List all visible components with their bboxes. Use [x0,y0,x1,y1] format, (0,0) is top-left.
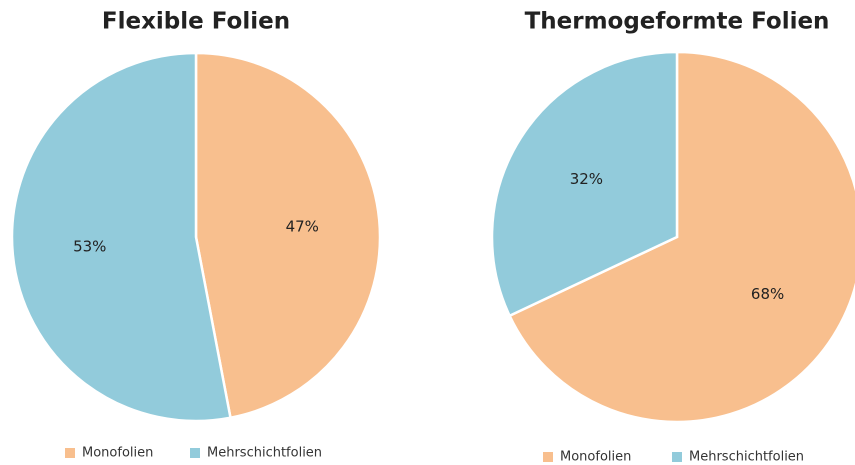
pie-slice [490,50,679,318]
pie-slice [10,51,232,423]
legend-label: Mehrschichtfolien [689,450,804,465]
legend-label: Monofolien [560,450,631,465]
value-label: 32% [570,170,603,188]
pie-slice [507,50,855,424]
pie-slice [194,51,382,420]
chart-title: Thermogeformte Folien [525,9,830,35]
legend-swatch [543,452,553,462]
chart-title: Flexible Folien [102,9,290,35]
value-label: 53% [73,238,106,256]
legend-swatch [672,452,682,462]
legend-label: Mehrschichtfolien [207,446,322,461]
legend-swatch [65,448,75,458]
legend-label: Monofolien [82,446,153,461]
legend-swatch [190,448,200,458]
value-label: 68% [751,285,784,303]
value-label: 47% [286,217,319,235]
